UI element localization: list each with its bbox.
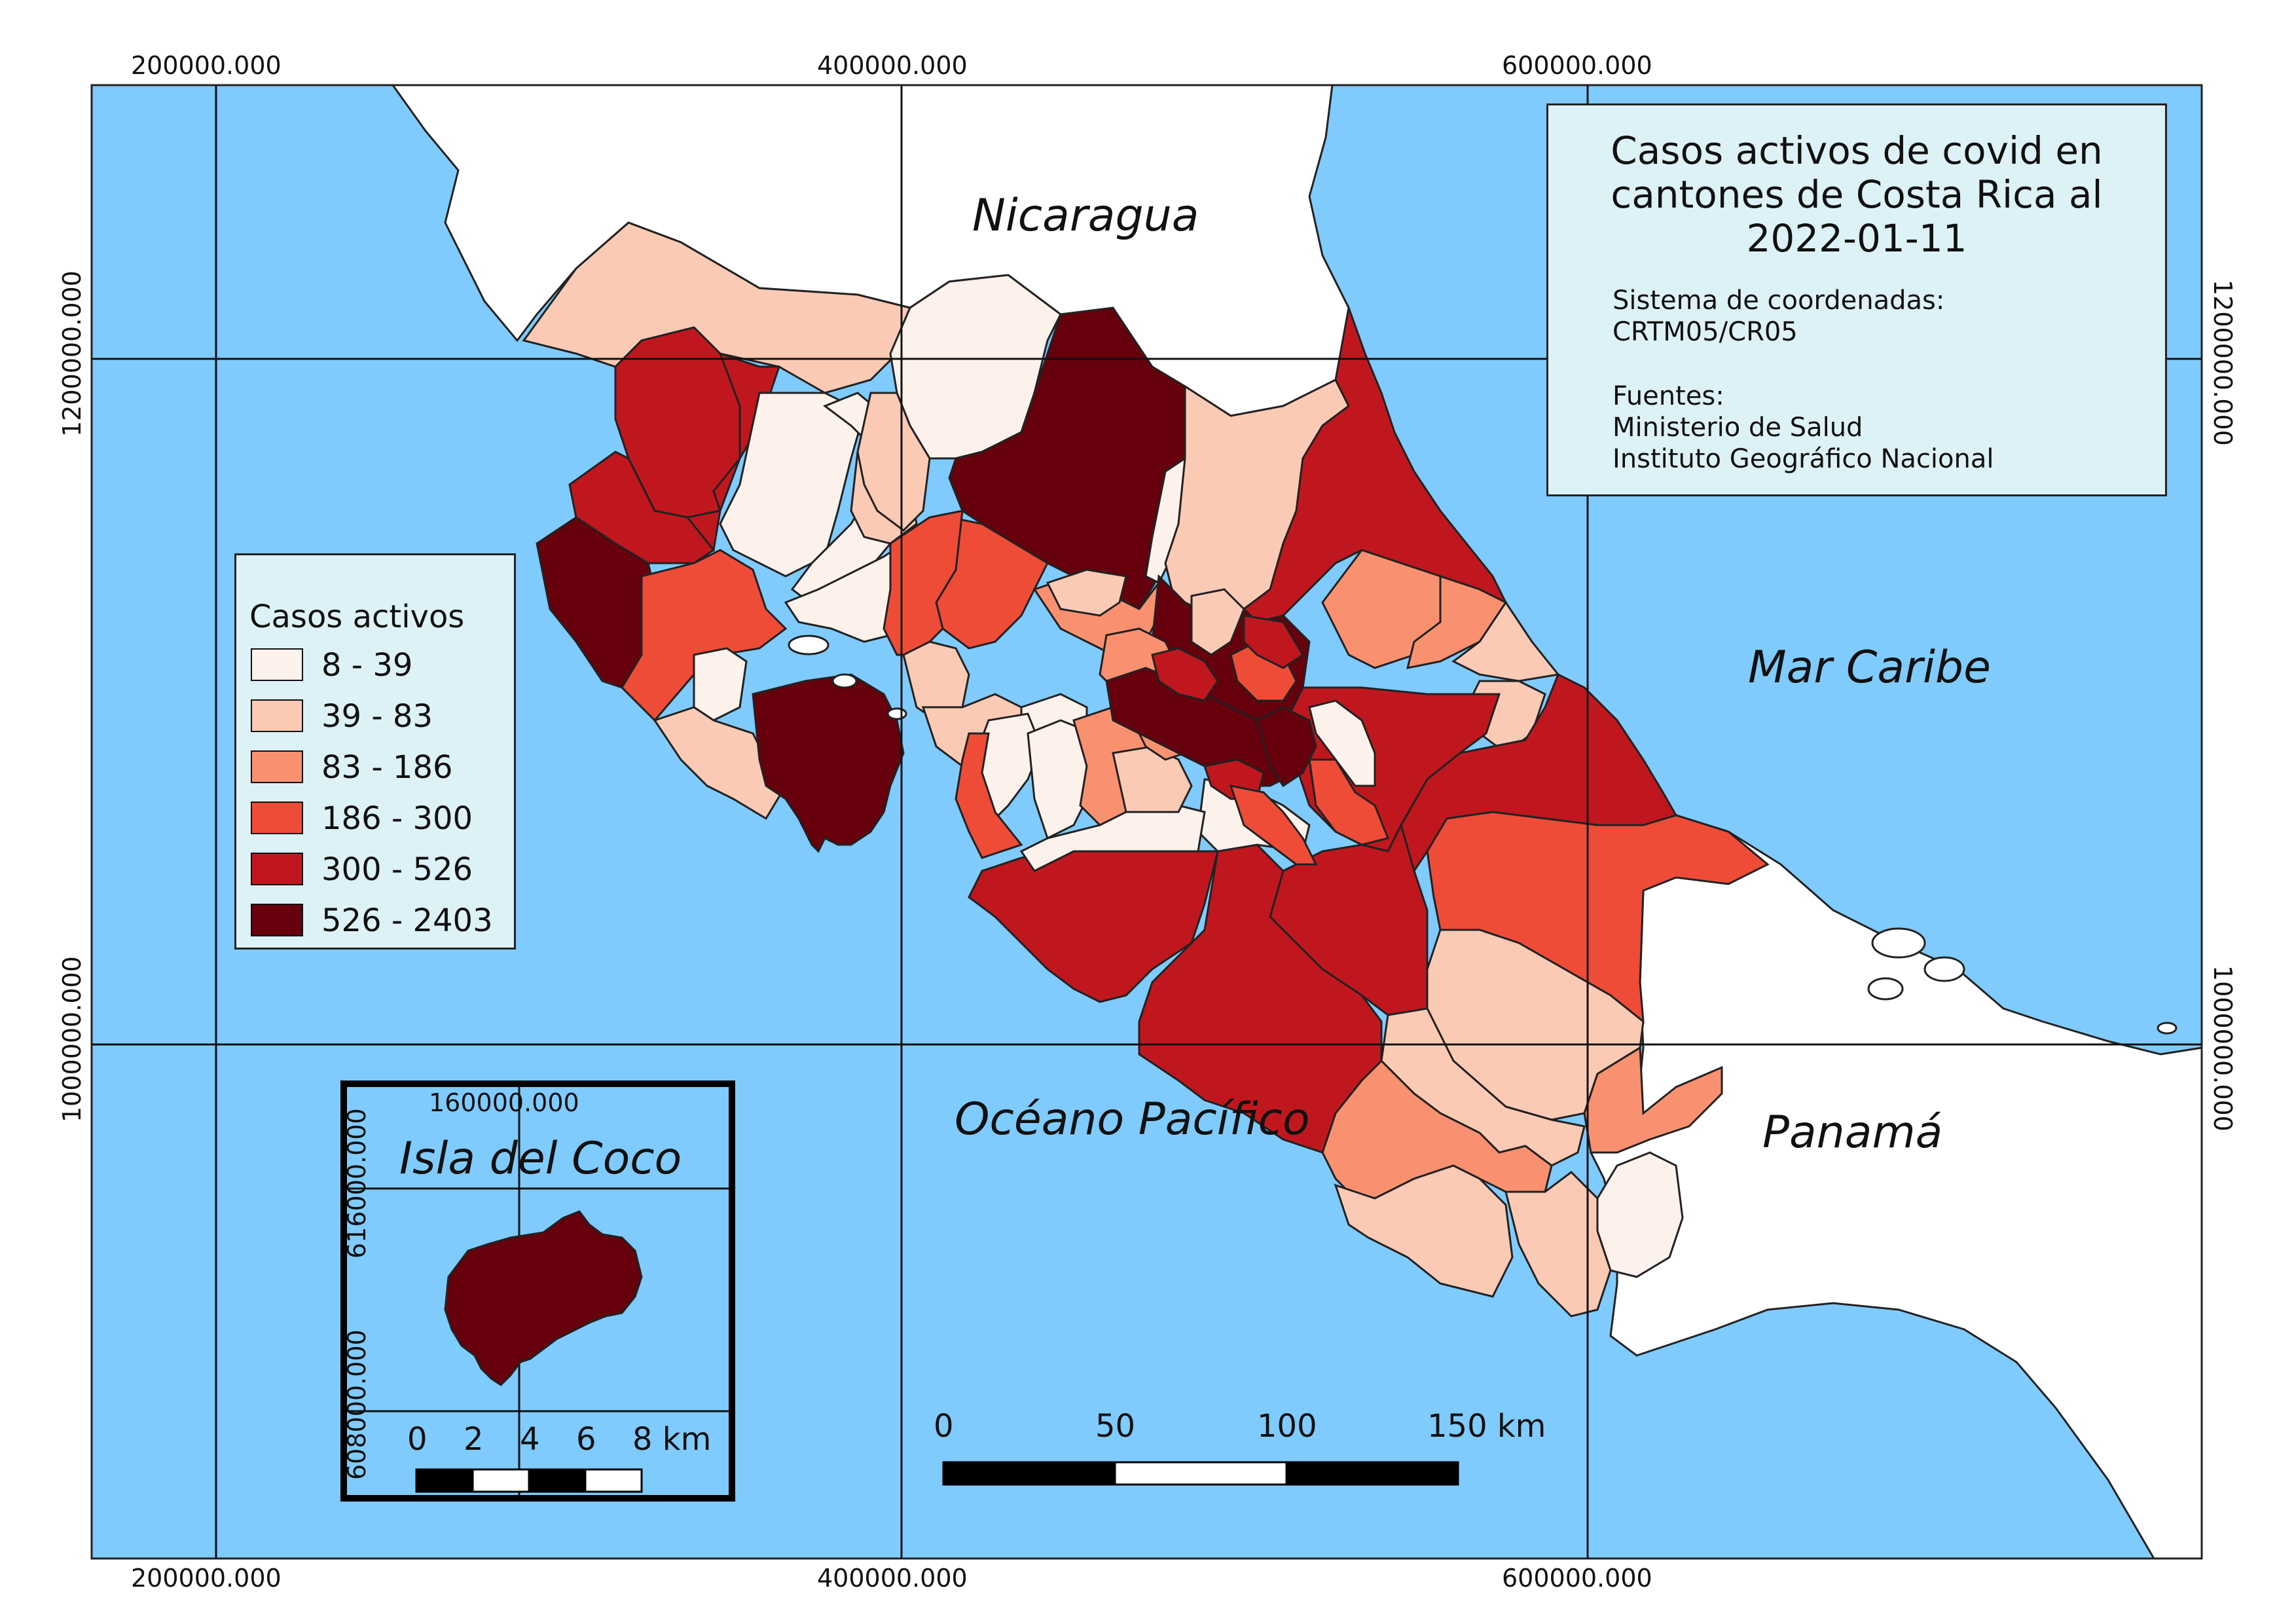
canton-region — [1406, 574, 1508, 669]
scalebar-segment — [942, 1461, 1116, 1486]
inset-scale-label: 4 — [520, 1421, 540, 1458]
island-shape — [1871, 927, 1926, 959]
crs-label: Sistema de coordenadas: — [1613, 286, 1945, 316]
legend-swatch — [251, 802, 303, 834]
legend-label: 8 - 39 — [321, 647, 413, 684]
panama-land — [1590, 814, 2203, 1560]
canton-region — [1190, 588, 1245, 656]
crs-info: Sistema de coordenadas: CRTM05/CR05 — [1613, 285, 1944, 348]
grid-label-top: 400000.000 — [817, 51, 968, 80]
scale-label: 50 — [1095, 1408, 1136, 1445]
grid-label-right: 1200000.000 — [2208, 280, 2237, 446]
crs-value: CRTM05/CR05 — [1613, 317, 1798, 347]
island-shape — [2157, 1022, 2178, 1035]
legend-label: 526 - 2403 — [321, 902, 493, 939]
island-shape — [1867, 977, 1904, 1001]
inset-scale-label: 8 km — [632, 1421, 712, 1458]
island-shape — [788, 635, 829, 655]
legend-label: 186 - 300 — [321, 800, 473, 837]
canton-region — [1504, 1171, 1612, 1318]
inset-title: Isla del Coco — [399, 1133, 682, 1185]
scale-label: 150 km — [1427, 1408, 1546, 1445]
canton-region — [1334, 1164, 1514, 1298]
scalebar-segment — [1114, 1461, 1288, 1486]
canton-region — [955, 732, 1023, 859]
label-panama: Panamá — [1762, 1107, 1943, 1158]
title-panel: Casos activos de covid en cantones de Co… — [1546, 103, 2167, 496]
scale-label: 100 — [1257, 1408, 1317, 1445]
label-nicaragua: Nicaragua — [972, 190, 1199, 242]
grid-label-right: 1000000.000 — [2208, 965, 2237, 1132]
title-line: cantones de Costa Rica al — [1611, 172, 2103, 217]
title-line: Casos activos de covid en — [1611, 128, 2103, 173]
title-line: 2022-01-11 — [1746, 216, 1967, 261]
inset-scale-label: 2 — [464, 1421, 484, 1458]
inset-grid-label-y: 616000.000 — [342, 1108, 371, 1259]
map-title: Casos activos de covid en cantones de Co… — [1548, 129, 2165, 261]
island-shape — [831, 673, 858, 689]
inset-scalebar-segment — [415, 1468, 474, 1493]
legend-swatch — [251, 904, 303, 936]
isla-del-coco-shape — [444, 1210, 643, 1386]
canton-region — [968, 837, 1219, 1003]
scalebar-segment — [1285, 1461, 1459, 1486]
canton-region — [1308, 758, 1390, 846]
canton-region — [1243, 614, 1305, 669]
inset-scale-label: 6 — [576, 1421, 596, 1458]
canton-region — [1242, 304, 1508, 623]
scalebar — [942, 1461, 1459, 1486]
canton-region — [1046, 568, 1127, 617]
grid-label-bottom: 600000.000 — [1502, 1564, 1652, 1593]
source-item: Ministerio de Salud — [1613, 413, 1863, 443]
canton-region — [856, 392, 931, 532]
canton-region — [1151, 647, 1219, 702]
legend-title: Casos activos — [249, 599, 465, 635]
sources-label: Fuentes: — [1613, 381, 1724, 411]
grid-label-bottom: 400000.000 — [817, 1564, 968, 1593]
canton-region — [685, 352, 781, 553]
grid-label-bottom: 200000.000 — [131, 1564, 282, 1593]
legend-swatch — [251, 853, 303, 885]
inset-grid-label-y: 608000.000 — [342, 1329, 371, 1480]
legend-swatch — [251, 699, 303, 732]
grid-label-left: 1200000.000 — [58, 270, 86, 437]
label-oceano-pacifico: Océano Pacífico — [955, 1094, 1310, 1145]
canton-region — [1229, 784, 1318, 866]
grid-label-top: 200000.000 — [131, 51, 282, 80]
inset-scalebar-segment — [528, 1468, 587, 1493]
canton-region — [902, 640, 970, 722]
label-mar-caribe: Mar Caribe — [1748, 642, 1991, 693]
island-shape — [886, 707, 907, 720]
canton-region — [1308, 699, 1376, 787]
canton-region — [1451, 600, 1560, 682]
inset-scale-label: 0 — [407, 1421, 428, 1458]
scale-label: 0 — [934, 1408, 954, 1445]
source-item: Instituto Geográfico Nacional — [1613, 444, 1994, 474]
canton-region — [621, 549, 788, 722]
inset-scalebar-segment — [471, 1468, 530, 1493]
legend-swatch — [251, 648, 303, 681]
grid-label-left: 1000000.000 — [58, 956, 86, 1122]
canton-region — [883, 509, 964, 656]
inset-scalebar-segment — [584, 1468, 643, 1493]
legend-panel: Casos activos 8 - 39 39 - 83 83 - 186 18… — [234, 553, 516, 950]
inset-grid-label-x: 160000.000 — [429, 1088, 579, 1117]
legend-label: 83 - 186 — [321, 749, 453, 786]
canton-region — [1583, 1046, 1723, 1154]
legend-label: 39 - 83 — [321, 698, 433, 735]
canton-region — [752, 673, 905, 853]
legend-label: 300 - 526 — [321, 851, 473, 888]
island-shape — [1923, 956, 1965, 982]
inset-map: 160000.000 Isla del Coco 616000.000 6080… — [340, 1080, 735, 1502]
inset-canvas — [347, 1087, 729, 1495]
canton-region — [1138, 843, 1383, 1154]
grid-label-top: 600000.000 — [1502, 51, 1652, 80]
sources-info: Fuentes: Ministerio de Salud Instituto G… — [1613, 380, 1994, 475]
legend-swatch — [251, 750, 303, 783]
